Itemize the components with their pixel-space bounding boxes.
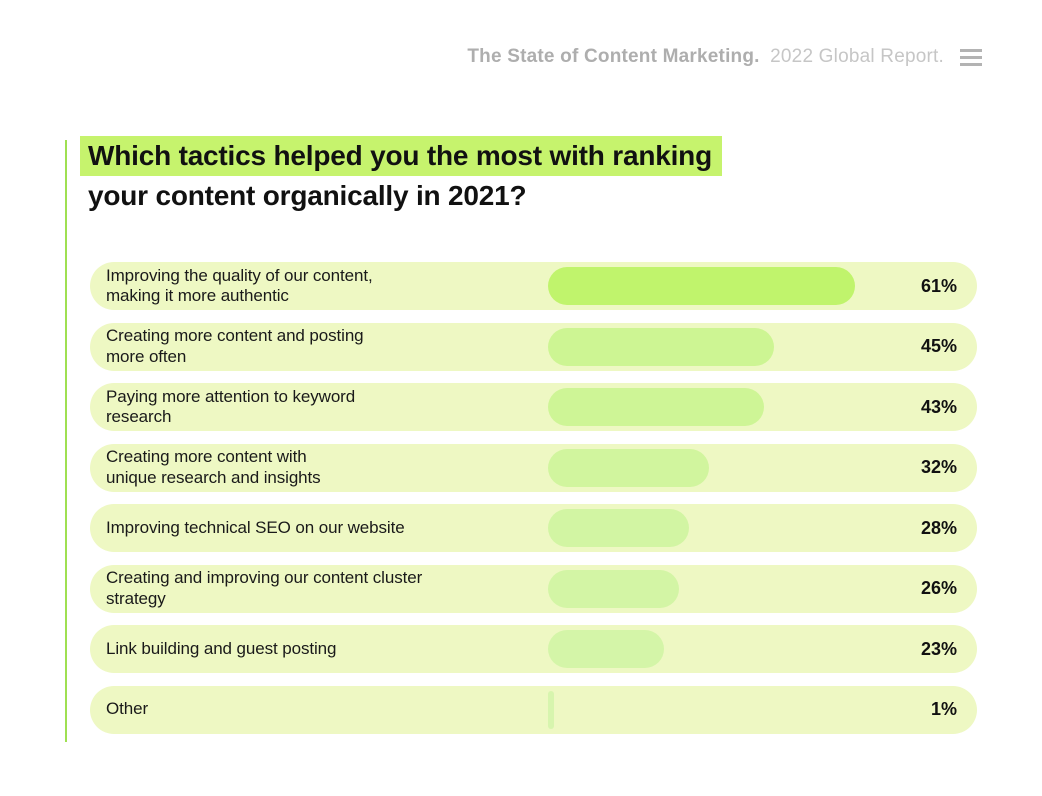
- chart-row: Improving technical SEO on our website 28…: [90, 504, 977, 552]
- report-title-sub: 2022 Global Report.: [770, 46, 944, 67]
- percentage-value: 28%: [920, 517, 957, 538]
- percentage-value: 23%: [920, 638, 957, 659]
- tactic-label: Link building and guest posting: [106, 638, 337, 658]
- value-bar: [548, 690, 554, 729]
- tactic-label: Improving the quality of our content, ma…: [106, 265, 373, 306]
- percentage-value: 32%: [920, 457, 957, 477]
- percentage-value: 61%: [920, 275, 957, 296]
- hamburger-icon[interactable]: [960, 48, 982, 66]
- percentage-value: 43%: [920, 396, 957, 417]
- value-bar: [548, 267, 855, 305]
- tactic-label: Creating more content with unique resear…: [106, 447, 321, 487]
- header: The State of Content Marketing. 2022 Glo…: [467, 46, 982, 68]
- value-bar: [548, 509, 689, 547]
- hamburger-bar: [960, 55, 982, 59]
- chart-row: Paying more attention to keyword researc…: [90, 383, 977, 431]
- chart-row: Creating more content and posting more o…: [90, 322, 977, 371]
- tactic-label: Paying more attention to keyword researc…: [106, 386, 356, 427]
- page-title-line2: your content organically in 2021?: [88, 180, 527, 211]
- tactic-label: Improving technical SEO on our website: [106, 517, 405, 537]
- value-bar: [548, 327, 774, 366]
- chart-row: Improving the quality of our content, ma…: [90, 262, 977, 310]
- chart-row: Other 1%: [90, 685, 977, 734]
- tactic-label: Other: [106, 699, 149, 719]
- report-title: The State of Content Marketing. 2022 Glo…: [467, 46, 944, 68]
- value-bar: [548, 569, 679, 608]
- tactic-label: Creating more content and posting more o…: [106, 326, 364, 366]
- chart-row: Link building and guest posting 23%: [90, 625, 977, 673]
- hamburger-bar: [960, 62, 982, 66]
- chart-row: Creating and improving our content clust…: [90, 564, 977, 613]
- chart-row: Creating more content with unique resear…: [90, 443, 977, 492]
- percentage-value: 26%: [920, 578, 957, 598]
- percentage-value: 1%: [930, 699, 957, 719]
- accent-line: [65, 140, 67, 742]
- bar-chart: Improving the quality of our content, ma…: [90, 262, 977, 746]
- hamburger-bar: [960, 48, 982, 52]
- value-bar: [548, 448, 709, 487]
- page-title-line1-highlighted: Which tactics helped you the most with r…: [80, 136, 722, 176]
- report-title-main: The State of Content Marketing.: [467, 46, 760, 67]
- value-bar: [548, 388, 764, 426]
- value-bar: [548, 630, 664, 668]
- percentage-value: 45%: [920, 336, 957, 356]
- page-title: Which tactics helped you the most with r…: [80, 136, 722, 215]
- tactic-label: Creating and improving our content clust…: [106, 568, 423, 608]
